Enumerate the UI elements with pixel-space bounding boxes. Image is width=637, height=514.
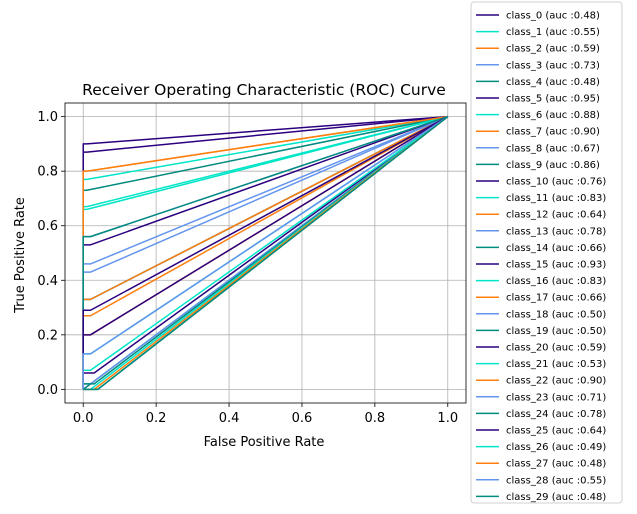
legend-label: class_16 (auc :0.83) (506, 276, 606, 287)
x-tick-label: 0.8 (365, 411, 386, 426)
legend-label: class_22 (auc :0.90) (506, 376, 606, 387)
plot-frame (64, 102, 467, 404)
legend-label: class_6 (auc :0.88) (506, 110, 600, 121)
y-tick-label: 0.4 (37, 274, 58, 289)
x-axis-label: False Positive Rate (204, 435, 325, 450)
legend-label: class_23 (auc :0.71) (506, 392, 606, 403)
y-tick-label: 0.6 (37, 219, 58, 234)
x-tick-label: 0.2 (146, 411, 167, 426)
y-tick-label: 1.0 (37, 110, 58, 125)
legend-label: class_20 (auc :0.59) (506, 343, 606, 354)
legend-label: class_19 (auc :0.50) (506, 326, 606, 337)
legend-label: class_10 (auc :0.76) (506, 177, 606, 188)
series-line-25 (82, 115, 449, 390)
legend-label: class_24 (auc :0.78) (506, 409, 606, 420)
legend-label: class_8 (auc :0.67) (506, 143, 600, 154)
legend-label: class_12 (auc :0.64) (506, 210, 606, 221)
legend-label: class_3 (auc :0.73) (506, 60, 600, 71)
y-tick-label: 0.0 (37, 383, 58, 398)
legend-label: class_13 (auc :0.78) (506, 226, 606, 237)
series-line-29 (83, 116, 449, 391)
chart-title: Receiver Operating Characteristic (ROC) … (82, 81, 446, 99)
legend: class_0 (auc :0.48) class_1 (auc :0.55) cl… (470, 1, 623, 504)
legend-label: class_27 (auc :0.48) (506, 459, 606, 470)
legend-frame (470, 1, 623, 504)
y-tick-label: 0.2 (37, 328, 58, 343)
x-tick-label: 0.4 (219, 411, 240, 426)
legend-label: class_2 (auc :0.59) (506, 44, 600, 55)
y-tick-label: 0.8 (37, 165, 58, 180)
x-tick-label: 0.6 (292, 411, 313, 426)
y-axis-label: True Positive Rate (13, 197, 28, 314)
legend-label: class_18 (auc :0.50) (506, 309, 606, 320)
legend-label: class_1 (auc :0.55) (506, 27, 600, 38)
legend-label: class_7 (auc :0.90) (506, 127, 600, 138)
plot-area: 0.0 0.2 0.4 0.6 0.8 1.0 0.0 0.2 0.4 0.6 0.8 1.0 (37, 102, 467, 426)
series-lines (82, 115, 449, 391)
legend-label: class_11 (auc :0.83) (506, 193, 606, 204)
legend-label: class_4 (auc :0.48) (506, 77, 600, 88)
legend-label: class_26 (auc :0.49) (506, 442, 606, 453)
legend-label: class_14 (auc :0.66) (506, 243, 606, 254)
legend-label: class_0 (auc :0.48) (506, 11, 600, 22)
legend-label: class_15 (auc :0.93) (506, 260, 606, 271)
legend-label: class_9 (auc :0.86) (506, 160, 600, 171)
x-tick-label: 1.0 (437, 411, 458, 426)
x-tick-label: 0.0 (73, 411, 94, 426)
legend-label: class_29 (auc :0.48) (506, 492, 606, 503)
legend-label: class_21 (auc :0.53) (506, 359, 606, 370)
legend-label: class_5 (auc :0.95) (506, 94, 600, 105)
legend-label: class_25 (auc :0.64) (506, 426, 606, 437)
legend-label: class_17 (auc :0.66) (506, 293, 606, 304)
series-line-28 (82, 116, 449, 390)
legend-label: class_28 (auc :0.55) (506, 475, 606, 486)
